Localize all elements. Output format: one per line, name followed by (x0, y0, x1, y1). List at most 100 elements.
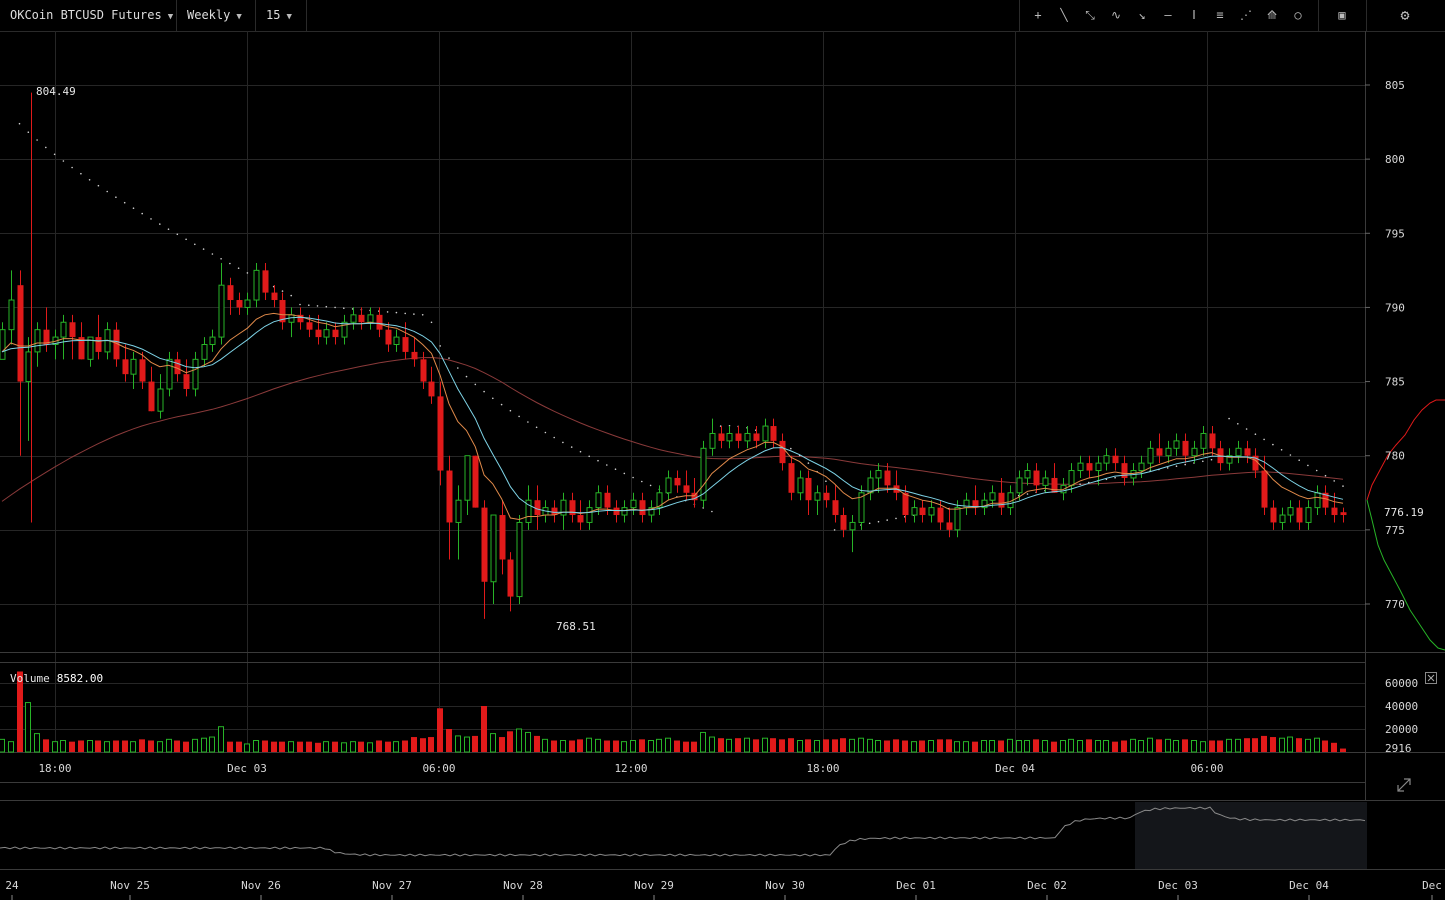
candle-body (1209, 433, 1216, 449)
volume-bar (1130, 738, 1136, 753)
high-annotation: 804.49 (36, 85, 76, 98)
candle-body (490, 514, 497, 583)
candle-body (858, 492, 865, 523)
candle-body (1287, 507, 1294, 516)
line-icon[interactable]: ╲ (1060, 8, 1068, 22)
volume-bar (78, 740, 84, 752)
volume-bar (1060, 740, 1066, 753)
price-tick-label: 795 (1385, 227, 1405, 240)
volume-bar (604, 740, 610, 752)
candle-body (551, 507, 558, 516)
curve-icon[interactable]: ∿ (1110, 8, 1122, 22)
sar-dot (308, 304, 310, 307)
volume-bar (323, 741, 329, 753)
crosshair-icon[interactable]: + (1034, 8, 1042, 22)
volume-bar (25, 702, 31, 753)
price-tick-label: 770 (1385, 598, 1405, 611)
candle-body (1068, 470, 1075, 486)
sar-dot (544, 431, 547, 434)
vertical-line-icon[interactable]: ǀ (1190, 8, 1198, 22)
volume-bar (551, 740, 557, 752)
interval-selector[interactable]: 15 ▼ (256, 0, 307, 31)
period-selector[interactable]: Weekly ▼ (177, 0, 256, 31)
volume-bar (288, 741, 294, 753)
horizontal-line-icon[interactable]: — (1164, 8, 1172, 22)
candle-body (385, 329, 392, 345)
sar-dot (1175, 465, 1178, 468)
sma-long-line (1, 356, 1344, 502)
volume-bar (358, 741, 364, 752)
fan-icon[interactable]: ⟰ (1266, 8, 1278, 22)
volume-bar (656, 738, 662, 753)
sar-dot (27, 131, 30, 133)
sar-dot (281, 290, 284, 292)
sar-dot (1333, 480, 1335, 482)
arrow-icon[interactable]: ↘ (1138, 8, 1146, 22)
candle-body (367, 314, 374, 323)
sar-dot (1315, 469, 1318, 472)
circle-icon[interactable]: ○ (1294, 8, 1302, 22)
sar-dot (246, 272, 249, 274)
sar-dot (159, 223, 161, 225)
sar-dot (597, 459, 599, 462)
volume-bar (420, 738, 426, 752)
volume-bar (1051, 741, 1057, 752)
volume-tick-label: 40000 (1385, 700, 1418, 713)
volume-bar (832, 739, 838, 752)
candle-body (341, 321, 348, 338)
sar-dot (483, 390, 485, 393)
volume-bar (805, 739, 811, 752)
candle-body (928, 507, 935, 516)
volume-bar (104, 741, 110, 753)
sar-dot (202, 248, 205, 250)
volume-bar (937, 739, 943, 752)
volume-bar (472, 735, 478, 752)
volume-bar (963, 741, 969, 753)
candle-body (350, 314, 357, 323)
sar-dot (62, 160, 65, 162)
sar-dot (641, 480, 643, 483)
close-pane-button[interactable] (1425, 672, 1437, 684)
volume-bar (1033, 739, 1039, 752)
volume-bar (192, 738, 198, 753)
chart-indicator-icon[interactable]: ▣ (1338, 8, 1346, 22)
candle-body (805, 477, 812, 501)
sar-dot (1166, 467, 1169, 469)
volume-bar (630, 740, 636, 753)
overview-navigator[interactable] (0, 802, 1367, 869)
sar-dot (474, 383, 477, 386)
expand-icon[interactable] (1397, 778, 1411, 792)
symbol-selector[interactable]: OKCoin BTCUSD Futures ▼ (0, 0, 177, 31)
volume-bar (534, 735, 540, 752)
overview-tick-label: Dec 02 (1027, 879, 1067, 892)
candle-body (691, 492, 698, 501)
fibonacci-icon[interactable]: ⋰ (1240, 8, 1252, 22)
candle-body (1086, 463, 1093, 471)
candle-body (43, 329, 50, 345)
sar-dot (211, 253, 214, 255)
candle-body (78, 337, 85, 360)
candle-body (1112, 455, 1119, 464)
ray-icon[interactable]: ⤡ (1085, 8, 1095, 22)
gear-icon[interactable]: ⚙ (1400, 6, 1410, 24)
candle-body (954, 507, 961, 531)
sar-dot (316, 305, 319, 307)
sar-dot (1237, 423, 1239, 425)
volume-bar (183, 741, 189, 752)
candle-body (1244, 448, 1251, 456)
candle-body (472, 455, 479, 508)
volume-bar (884, 740, 890, 752)
symbol-label: OKCoin BTCUSD Futures (10, 8, 162, 22)
volume-bar (998, 740, 1004, 752)
parallel-lines-icon[interactable]: ≡ (1216, 8, 1224, 22)
volume-bar (236, 741, 242, 752)
candle-body (946, 522, 953, 530)
candle-body (139, 359, 146, 382)
candle-body (621, 507, 628, 516)
sar-dot (229, 262, 231, 265)
candle-body (560, 499, 567, 516)
volume-bar (428, 737, 434, 752)
candle-body (1051, 477, 1058, 493)
sar-dot (562, 441, 564, 444)
